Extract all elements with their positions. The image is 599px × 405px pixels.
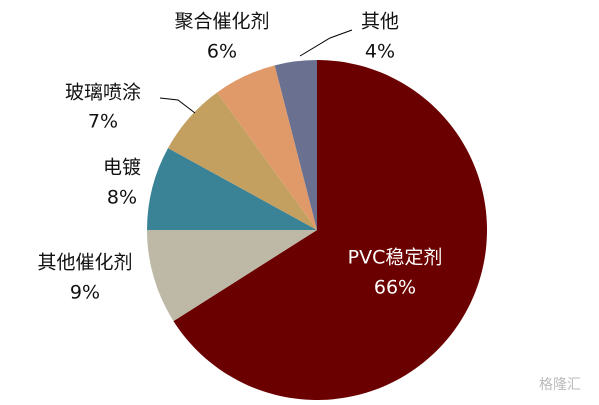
pie-slice <box>274 60 317 230</box>
slice-label: 其他 <box>361 11 399 33</box>
slice-label: 聚合催化剂 <box>174 11 269 33</box>
value-label: 9% <box>70 282 100 304</box>
slice-label: 其他催化剂 <box>37 252 132 274</box>
value-label: 6% <box>207 41 237 63</box>
value-label: 7% <box>88 111 118 133</box>
slice-label: 电镀 <box>103 157 141 179</box>
watermark: 格隆汇 <box>539 377 581 393</box>
value-label: 4% <box>365 41 395 63</box>
pie-slice <box>147 148 317 230</box>
pie-slice <box>147 230 317 322</box>
slice-label: PVC稳定剂 <box>348 247 443 269</box>
leader-line <box>159 97 196 114</box>
slice-label: 玻璃喷涂 <box>65 82 141 104</box>
pie-slice <box>168 92 317 231</box>
slices <box>147 60 488 400</box>
value-label: 66% <box>374 277 416 299</box>
pie-slice <box>173 60 488 400</box>
value-label: 8% <box>107 187 137 209</box>
leader-line <box>299 29 353 57</box>
pie-slice <box>217 65 317 230</box>
